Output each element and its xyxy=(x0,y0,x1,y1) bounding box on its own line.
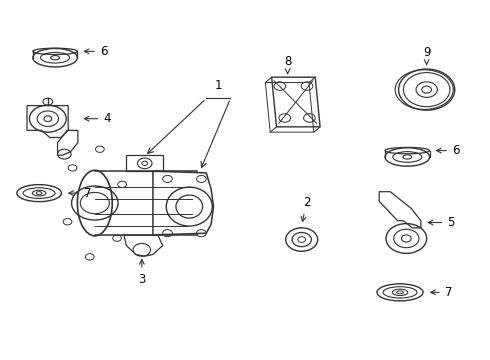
Text: 1: 1 xyxy=(215,78,222,91)
Text: 3: 3 xyxy=(138,260,146,286)
Text: 7: 7 xyxy=(69,186,91,199)
Text: 8: 8 xyxy=(284,55,292,74)
Text: 4: 4 xyxy=(84,112,111,125)
Text: 2: 2 xyxy=(301,196,310,221)
Text: 6: 6 xyxy=(84,45,107,58)
Text: 6: 6 xyxy=(437,144,460,157)
Text: 5: 5 xyxy=(428,216,455,229)
Text: 9: 9 xyxy=(423,46,430,65)
Text: 7: 7 xyxy=(431,286,452,299)
